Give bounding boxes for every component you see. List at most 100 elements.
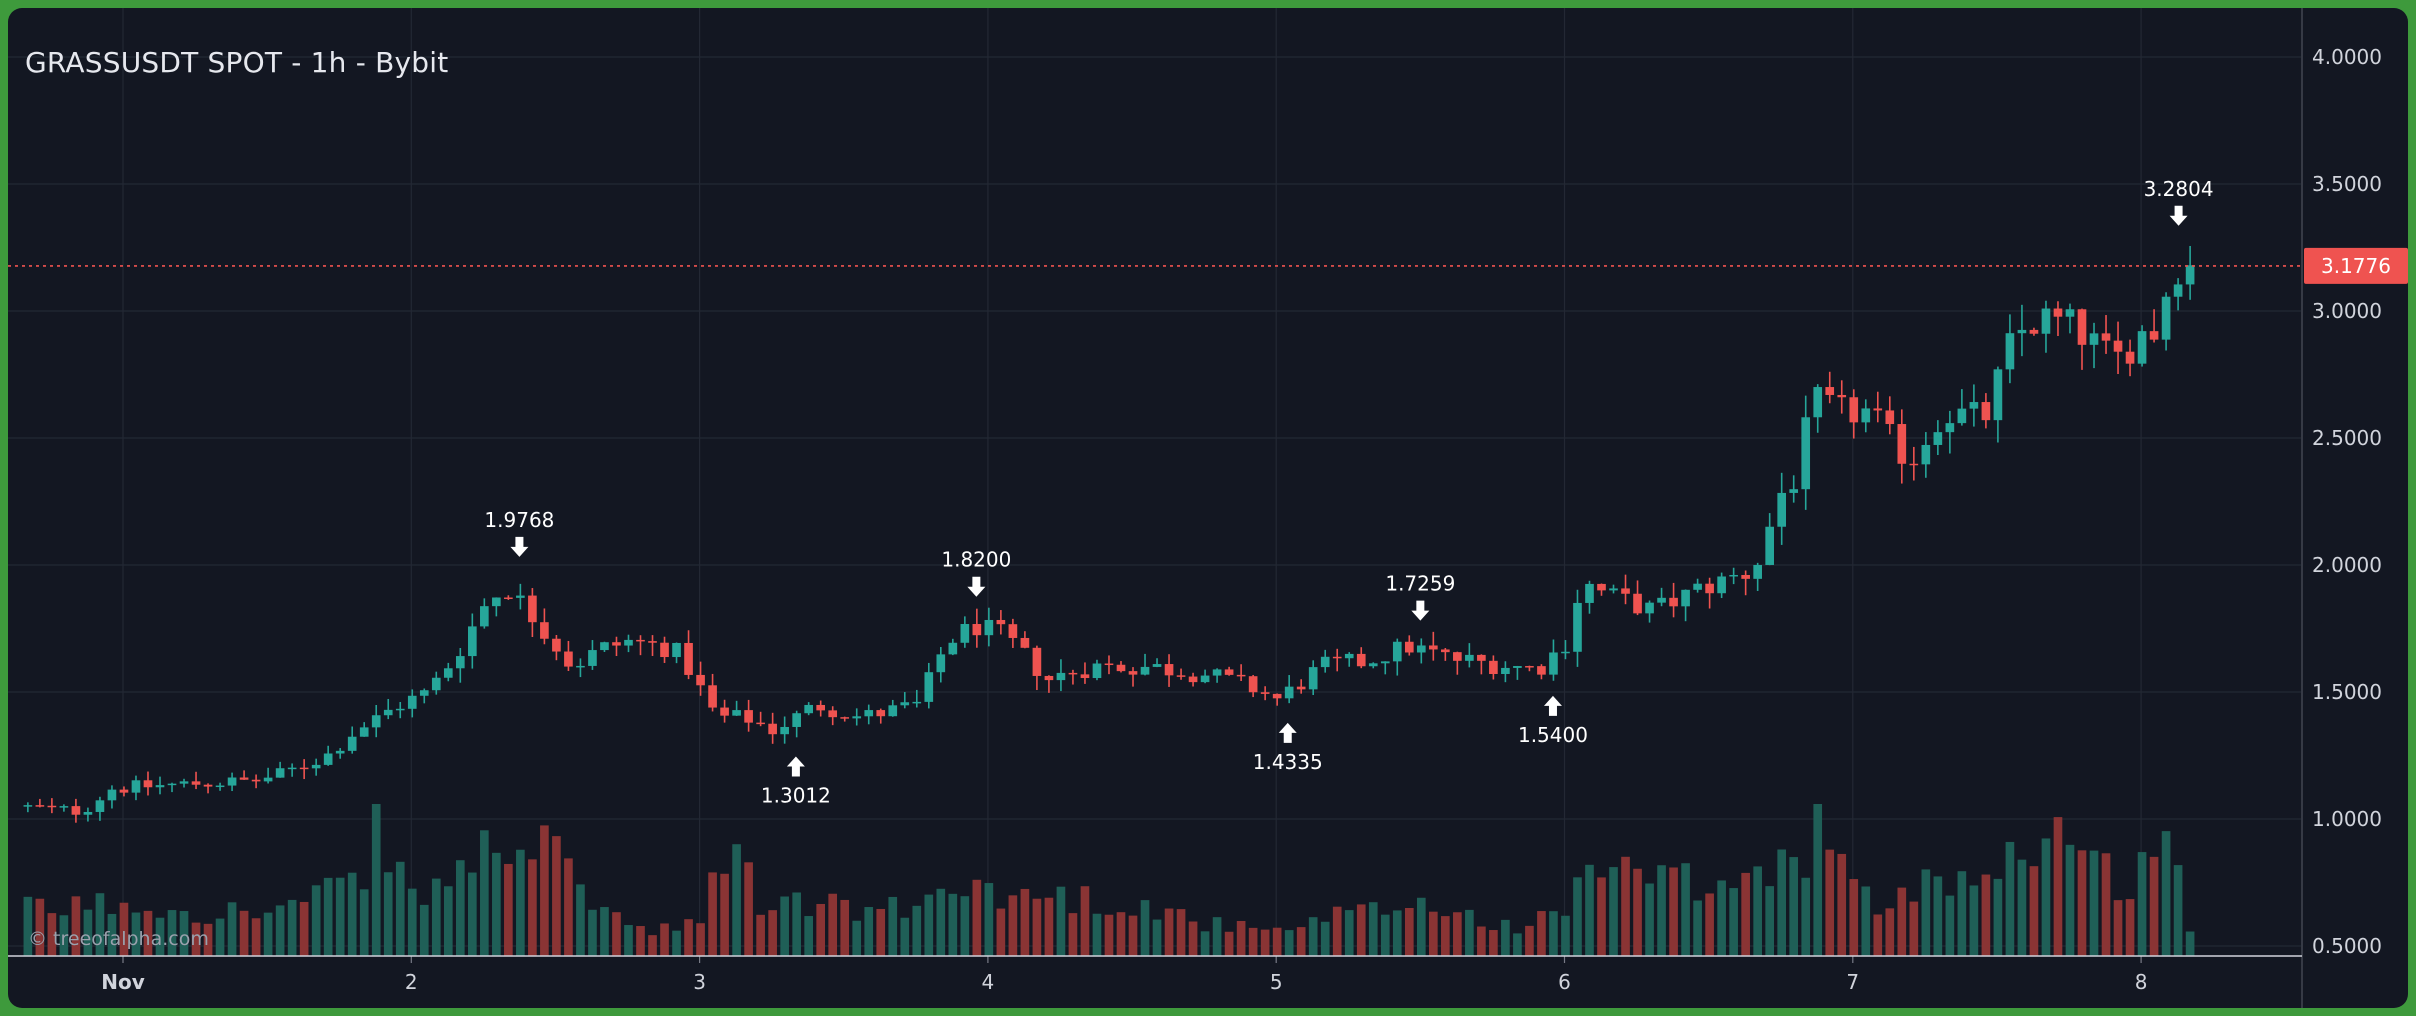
volume-bar [1368, 902, 1378, 956]
price-chart[interactable]: 3.1776 1.9768 1.3012 1.8200 1.4335 1.7259 1.54… [8, 8, 2408, 1008]
volume-bar [1176, 909, 1186, 956]
candle-body [876, 710, 886, 717]
candle-body [1056, 672, 1066, 681]
candle-body [1633, 593, 1642, 614]
time-axis-label: 4 [982, 970, 995, 994]
volume-bar [1909, 901, 1919, 956]
candle-body [371, 715, 381, 728]
candle-body [1513, 666, 1522, 668]
volume-bar [996, 908, 1006, 956]
candle-body [1152, 664, 1162, 667]
volume-bar [1945, 895, 1955, 956]
volume-bar [407, 888, 417, 956]
candle-body [359, 727, 369, 737]
down-arrow-icon [1411, 600, 1430, 621]
volume-bar [864, 907, 874, 956]
candle-body [335, 750, 345, 754]
candle-body [996, 619, 1006, 625]
candle-body [1537, 666, 1546, 675]
volume-bar [792, 892, 801, 956]
candle-body [924, 672, 934, 702]
volume-bar [251, 918, 261, 956]
volume-bar [1993, 878, 2003, 956]
candle-body [1705, 583, 1714, 594]
candle-body [155, 785, 165, 788]
volume-bar [972, 879, 982, 956]
candle-body [71, 806, 81, 815]
time-axis-label: 2 [405, 970, 418, 994]
volume-bar [480, 830, 489, 956]
volume-bar [1741, 872, 1750, 956]
price-axis-label: 2.0000 [2312, 553, 2382, 577]
candle-body [648, 641, 657, 643]
candle-body [756, 722, 765, 725]
volume-bar [323, 877, 333, 956]
candle-body [1128, 671, 1138, 675]
volume-bar [648, 935, 657, 956]
candle-body [816, 704, 826, 711]
candle-body [696, 674, 705, 686]
candle-body [1585, 583, 1594, 603]
volume-bar [804, 916, 813, 956]
volume-bar [540, 825, 549, 956]
candle-body [1561, 651, 1570, 654]
candle-body [564, 651, 573, 667]
volume-bar [1092, 913, 1102, 956]
candle-body [383, 709, 393, 716]
candle-body [2149, 331, 2159, 340]
candle-body [119, 789, 129, 793]
volume-bar [107, 913, 117, 956]
volume-bar [2101, 853, 2111, 956]
candle-body [1200, 675, 1210, 683]
volume-bar [1032, 898, 1042, 956]
up-arrow-icon [1278, 722, 1297, 743]
candle-body [1789, 489, 1799, 493]
candle-body [2017, 329, 2027, 334]
candle-body [1993, 369, 2003, 421]
volume-bar [1416, 897, 1426, 956]
price-axis-label: 4.0000 [2312, 45, 2382, 69]
up-arrow-icon [786, 756, 805, 777]
candle-body [1392, 641, 1402, 662]
volume-bar [1513, 933, 1522, 956]
watermark-label: © treeofalpha.com [28, 928, 209, 950]
volume-bar [1981, 874, 1991, 956]
volume-bar [1489, 930, 1498, 956]
candle-body [167, 783, 177, 786]
low-annotation-label: 1.3012 [761, 783, 831, 807]
candle-body [792, 713, 801, 727]
candle-body [1068, 672, 1078, 675]
volume-bar [47, 913, 57, 956]
candle-body [540, 622, 549, 639]
volume-bar [2017, 859, 2027, 956]
candle-body [636, 639, 645, 642]
price-axis-label: 2.5000 [2312, 426, 2382, 450]
volume-bar [708, 872, 717, 956]
candle-body [2173, 284, 2183, 297]
volume-bar [744, 862, 753, 956]
candle-body [1669, 597, 1678, 607]
volume-bar [1837, 853, 1847, 956]
candle-body [2161, 296, 2171, 340]
volume-bar [1308, 917, 1318, 956]
volume-bar [1477, 926, 1486, 956]
volume-bar [2077, 850, 2087, 956]
volume-bar [672, 930, 681, 956]
volume-bar [467, 872, 477, 956]
candle-body [1729, 574, 1738, 577]
volume-bar [1645, 883, 1654, 956]
candle-body [1777, 492, 1787, 527]
volume-bar [2125, 899, 2135, 956]
candle-body [948, 642, 958, 655]
volume-bar [924, 894, 934, 956]
candle-body [972, 624, 982, 636]
volume-bar [636, 926, 645, 956]
candle-body [131, 780, 141, 793]
candle-body [419, 690, 429, 696]
candle-body [1885, 410, 1895, 425]
volume-bar [1453, 912, 1462, 956]
volume-bar [1669, 867, 1678, 956]
candle-body [2113, 340, 2123, 352]
candle-body [600, 642, 609, 651]
candle-body [1404, 641, 1414, 653]
